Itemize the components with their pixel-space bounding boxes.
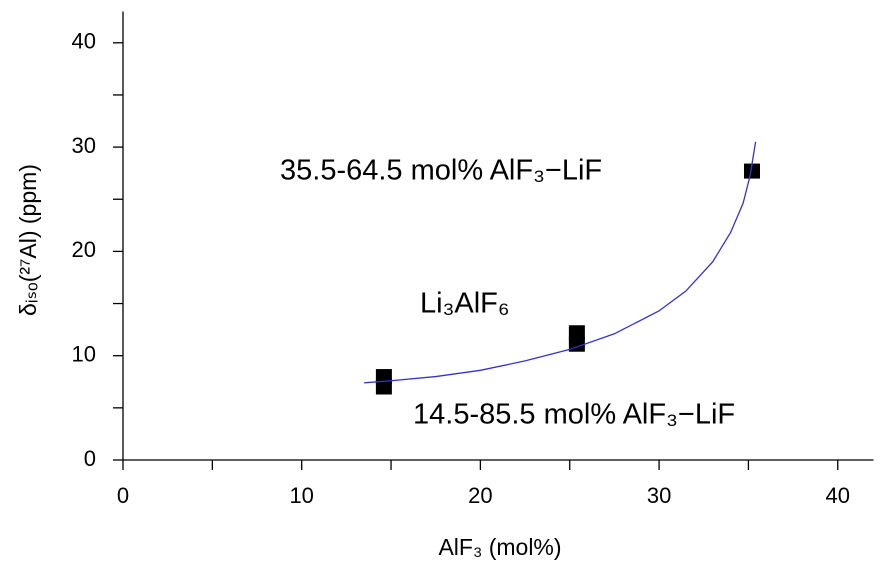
y-tick-label: 10	[72, 342, 96, 367]
annotation: Li₃AlF₆	[420, 288, 510, 320]
x-axis-label: AlF₃ (mol%)	[438, 534, 561, 560]
y-tick-label: 40	[72, 29, 96, 54]
x-tick-label: 20	[468, 483, 492, 508]
y-tick-label: 30	[72, 133, 96, 158]
x-tick-label: 0	[117, 483, 129, 508]
fit-curve	[364, 141, 757, 384]
data-point	[743, 163, 760, 179]
annotation: 35.5-64.5 mol% AlF₃−LiF	[280, 155, 602, 187]
y-tick-label: 20	[72, 237, 96, 262]
data-point	[568, 325, 585, 341]
y-tick-label: 0	[84, 446, 96, 471]
x-tick-label: 40	[826, 483, 850, 508]
y-axis-label: δᵢₛₒ(²⁷Al) (ppm)	[15, 164, 41, 316]
annotation: 14.5-85.5 mol% AlF₃−LiF	[413, 399, 735, 431]
data-point	[375, 369, 392, 385]
x-tick-label: 10	[289, 483, 313, 508]
x-tick-label: 30	[647, 483, 671, 508]
